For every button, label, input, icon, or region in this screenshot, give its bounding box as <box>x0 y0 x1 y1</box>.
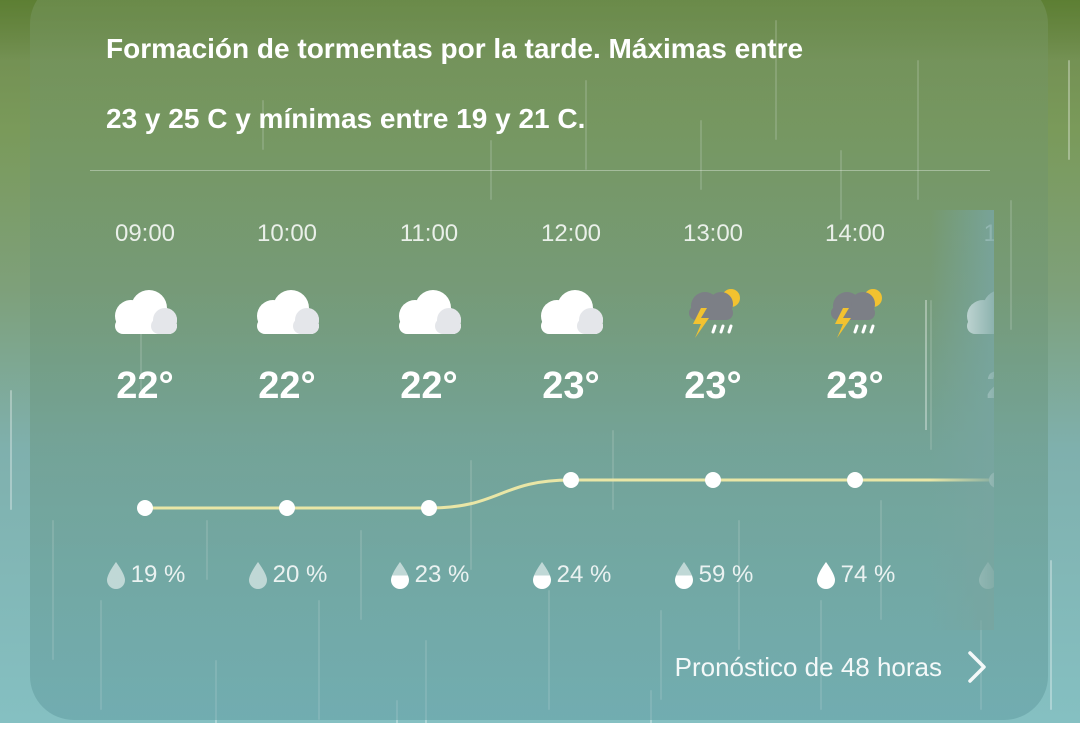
hour-column: 09:00 22° 19 % <box>74 210 216 589</box>
precipitation-chance: 74 % <box>784 560 926 590</box>
temperature-point <box>563 472 579 488</box>
hour-time: 09:00 <box>114 220 176 247</box>
temperature-point <box>279 500 295 516</box>
forecast-summary: Formación de tormentas por la tarde. Máx… <box>106 28 986 168</box>
precipitation-value: 24 % <box>556 561 612 588</box>
cloudy-icon <box>531 282 611 342</box>
temperature-trend-chart <box>137 472 994 516</box>
raindrop-icon <box>389 560 411 590</box>
precipitation-chance: 20 % <box>216 560 358 590</box>
hour-temperature: 22° <box>116 365 174 407</box>
temperature-point <box>847 472 863 488</box>
hour-column: 14:00 23° 74 % <box>784 210 926 589</box>
hour-time: 10:00 <box>256 220 318 247</box>
hour-column: 12:00 23° 24 % <box>500 210 642 589</box>
rain-streak <box>1068 60 1070 160</box>
rain-streak <box>396 700 398 740</box>
precipitation-value: 74 % <box>840 561 896 588</box>
hour-column: 11:00 22° 23 % <box>358 210 500 589</box>
thunderstorm-icon <box>673 282 753 342</box>
hour-temperature: 22° <box>400 365 458 407</box>
thunderstorm-icon <box>815 282 895 342</box>
precipitation-value: 23 % <box>414 561 470 588</box>
raindrop-icon <box>531 560 553 590</box>
hour-temperature: 23° <box>826 365 884 407</box>
precipitation-value: 59 % <box>698 561 754 588</box>
hour-temperature: 22° <box>258 365 316 407</box>
temperature-point <box>137 500 153 516</box>
cloudy-icon <box>389 282 469 342</box>
precipitation-chance: 24 % <box>500 560 642 590</box>
cloudy-icon <box>247 282 327 342</box>
scroll-fade <box>930 210 994 630</box>
summary-line-2: 23 y 25 C y mínimas entre 19 y 21 C. <box>106 103 586 134</box>
precipitation-chance: 59 % <box>642 560 784 590</box>
hour-column: 13:00 23° 59 % <box>642 210 784 589</box>
temperature-point <box>421 500 437 516</box>
edge-separator <box>925 300 927 430</box>
rain-streak <box>10 390 12 510</box>
forecast-card <box>30 0 1048 720</box>
raindrop-icon <box>105 560 127 590</box>
temperature-point <box>705 472 721 488</box>
summary-line-1: Formación de tormentas por la tarde. Máx… <box>106 33 804 64</box>
hour-column: 10:00 22° 20 % <box>216 210 358 589</box>
raindrop-icon <box>815 560 837 590</box>
precipitation-value: 20 % <box>272 561 328 588</box>
hourly-forecast-list[interactable]: 09:00 22° 19 % 10:00 22° 20 % 11:00 22° 23 % 12:0… <box>74 210 994 630</box>
forecast-48h-link[interactable]: Pronóstico de 48 horas <box>600 640 990 694</box>
precipitation-chance: 19 % <box>74 560 216 590</box>
hour-temperature: 23° <box>684 365 742 407</box>
raindrop-icon <box>247 560 269 590</box>
hour-time: 12:00 <box>540 220 602 247</box>
divider <box>90 170 990 171</box>
precipitation-chance: 23 % <box>358 560 500 590</box>
rain-streak <box>1050 560 1052 710</box>
raindrop-icon <box>673 560 695 590</box>
hour-time: 14:00 <box>824 220 886 247</box>
precipitation-value: 19 % <box>130 561 186 588</box>
chevron-right-icon <box>968 651 986 683</box>
forecast-48h-label: Pronóstico de 48 horas <box>674 651 942 682</box>
hour-temperature: 23° <box>542 365 600 407</box>
hour-time: 11:00 <box>399 220 459 247</box>
cloudy-icon <box>105 282 185 342</box>
hour-time: 13:00 <box>682 220 744 247</box>
